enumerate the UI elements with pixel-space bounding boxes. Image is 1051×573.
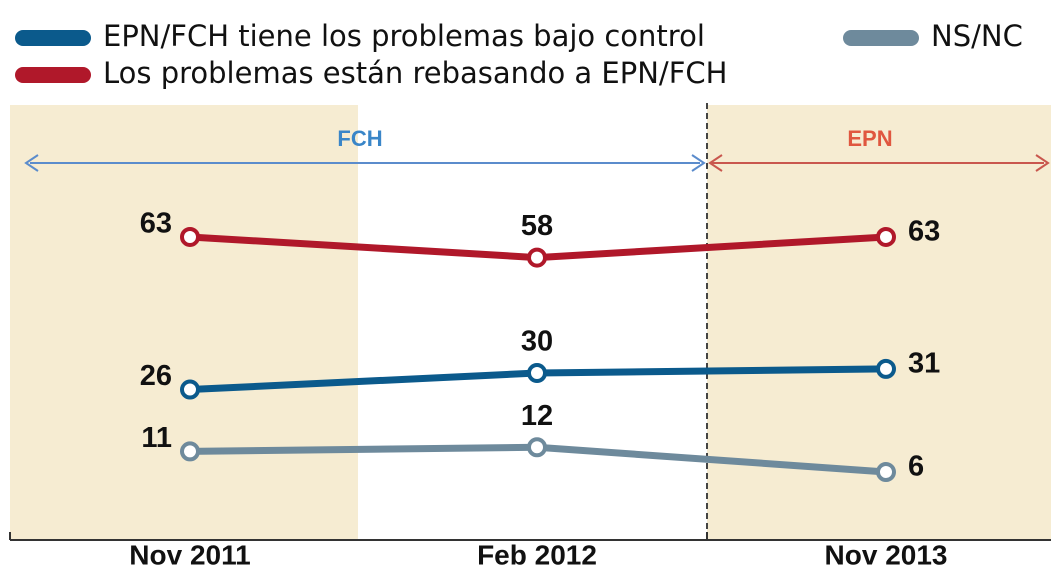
data-label: 63 [140, 208, 172, 240]
data-label: 31 [908, 348, 940, 380]
arrow-head [24, 154, 706, 172]
legend-label: EPN/FCH tiene los problemas bajo control [103, 19, 705, 53]
period-label: EPN [847, 126, 892, 151]
data-label: 11 [141, 422, 172, 454]
x-tick-label: Nov 2013 [825, 539, 948, 570]
point [180, 226, 200, 247]
point [180, 379, 200, 400]
point [527, 437, 547, 458]
legend-label: Los problemas están rebasando a EPN/FCH [103, 56, 727, 90]
data-label: 63 [908, 216, 940, 248]
arrow-head [708, 154, 1050, 172]
x-tick-label: Feb 2012 [477, 539, 597, 570]
point [876, 226, 896, 247]
point [876, 462, 896, 483]
point [876, 358, 896, 379]
data-label: 26 [140, 360, 172, 392]
x-tick-label: Nov 2011 [129, 539, 250, 570]
period-label: FCH [337, 126, 382, 151]
legend-label: NS/NC [931, 19, 1023, 53]
data-label: 58 [521, 210, 553, 242]
period-shade [10, 105, 358, 540]
data-label: 30 [521, 326, 553, 358]
point [527, 363, 547, 384]
data-label: 12 [521, 400, 553, 432]
data-label: 6 [908, 451, 924, 483]
point [180, 441, 200, 462]
point [527, 247, 547, 268]
